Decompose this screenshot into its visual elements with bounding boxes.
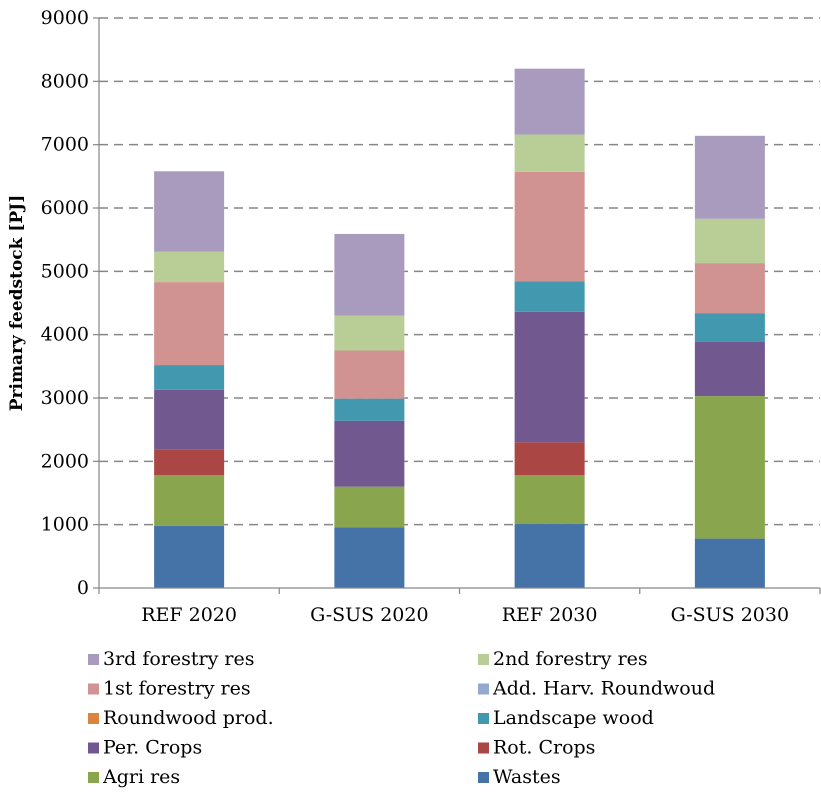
bar-segment [694, 313, 765, 342]
bar-segment [334, 398, 405, 421]
bar-segment [154, 389, 225, 450]
bar-segment [514, 171, 585, 282]
legend-swatch [88, 654, 99, 665]
y-tick-label: 6000 [41, 197, 89, 219]
bar-segment [334, 486, 405, 528]
legend-swatch [478, 713, 489, 724]
legend-swatch [478, 683, 489, 695]
legend-label: Wastes [493, 766, 561, 788]
x-tick-label: REF 2020 [141, 604, 237, 626]
bar-segment [154, 525, 225, 588]
bar-segment [154, 365, 225, 390]
x-tick-label: G-SUS 2020 [310, 604, 428, 626]
y-tick-label: 8000 [41, 70, 89, 92]
y-tick-label: 3000 [41, 387, 89, 409]
y-tick-label: 4000 [41, 324, 89, 346]
legend-label: 3rd forestry res [103, 648, 255, 670]
x-tick-label: G-SUS 2030 [671, 604, 789, 626]
legend-swatch [478, 654, 489, 665]
bar-segment [694, 538, 765, 588]
bar-segment [514, 134, 585, 172]
legend-swatch [88, 683, 99, 695]
bar-segment [514, 524, 585, 588]
y-axis-title: Primary feedstock [PJ] [7, 195, 27, 412]
y-tick-label: 7000 [41, 134, 89, 156]
bar-segment [514, 475, 585, 525]
legend-label: Rot. Crops [493, 737, 595, 759]
bar-segment [334, 420, 405, 487]
legend-label: Add. Harv. Roundwoud [492, 678, 715, 700]
bar-segment [694, 263, 765, 314]
legend-swatch [478, 742, 489, 754]
legend-label: Roundwood prod. [103, 707, 274, 729]
bar-segment [694, 341, 765, 397]
bar-segment [334, 527, 405, 588]
bar-segment [694, 135, 765, 219]
bar-segment [154, 475, 225, 526]
bar-segment [514, 311, 585, 443]
y-tick-labels: 0 1000 2000 3000 4000 5000 6000 7000 8000 9000 [41, 7, 99, 599]
y-tick-label: 1000 [41, 514, 89, 536]
legend-label: Agri res [102, 766, 180, 788]
legend-swatch [88, 742, 99, 754]
bar-segment [154, 251, 225, 283]
bar-segment [154, 282, 225, 366]
bar-segment [694, 218, 765, 264]
bar-segment [514, 68, 585, 135]
y-tick-label: 2000 [41, 450, 89, 472]
bar-segment [514, 442, 585, 476]
x-tick-label: REF 2030 [502, 604, 598, 626]
legend-swatch [88, 772, 99, 783]
legend-label: Landscape wood [493, 707, 654, 729]
bar-segment [334, 350, 405, 399]
legend-swatch [478, 772, 489, 783]
bar-segment [334, 315, 405, 351]
bar-segment [694, 396, 765, 539]
legend-swatch [88, 713, 99, 724]
bar-segment [154, 449, 225, 476]
bar-segment [514, 281, 585, 312]
bars [154, 68, 765, 588]
bar-segment [334, 233, 405, 316]
legend-label: 2nd forestry res [493, 648, 648, 670]
bar-segment [154, 171, 225, 252]
legend: 3rd forestry res 2nd forestry res 1st fore… [88, 648, 715, 788]
y-tick-label: 0 [77, 577, 89, 599]
y-tick-label: 5000 [41, 260, 89, 282]
y-tick-label: 9000 [41, 7, 89, 29]
legend-label: Per. Crops [103, 737, 202, 759]
x-tick-labels: REF 2020 G-SUS 2020 REF 2030 G-SUS 2030 [98, 588, 821, 626]
legend-label: 1st forestry res [103, 678, 251, 700]
